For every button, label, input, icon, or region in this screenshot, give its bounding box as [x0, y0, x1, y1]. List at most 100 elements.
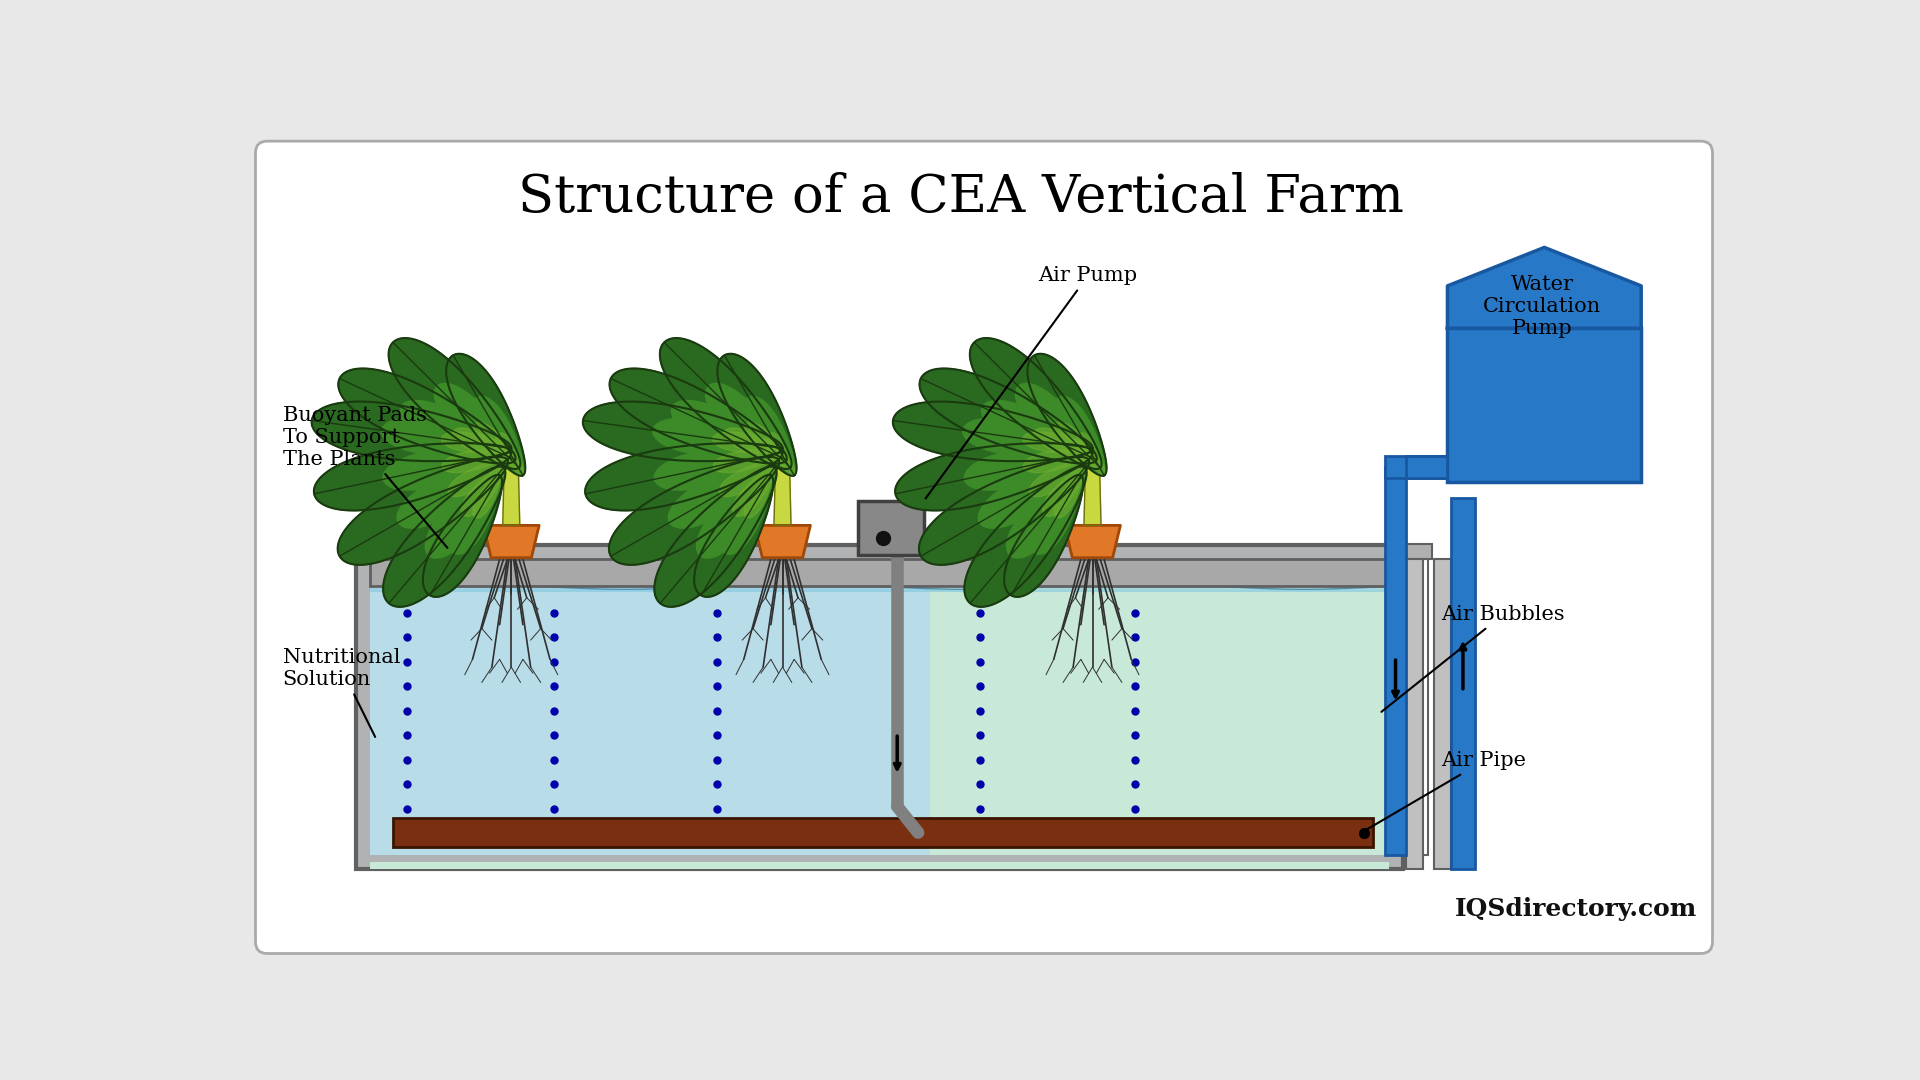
Polygon shape [445, 354, 526, 476]
Bar [1434, 559, 1452, 868]
Bar [1384, 456, 1475, 477]
Polygon shape [311, 402, 511, 461]
Polygon shape [964, 446, 1092, 490]
Bar [858, 501, 924, 555]
Polygon shape [382, 418, 511, 457]
Polygon shape [893, 402, 1092, 461]
Bar [357, 545, 1402, 868]
Polygon shape [964, 467, 1087, 607]
Polygon shape [672, 401, 787, 462]
Polygon shape [695, 475, 774, 597]
Text: Structure of a CEA Vertical Farm: Structure of a CEA Vertical Farm [518, 172, 1404, 222]
Polygon shape [1054, 475, 1081, 518]
Text: IQSdirectory.com: IQSdirectory.com [1455, 897, 1697, 921]
Polygon shape [1027, 354, 1106, 476]
Polygon shape [338, 457, 509, 565]
Polygon shape [745, 396, 795, 475]
Polygon shape [705, 383, 791, 469]
Polygon shape [745, 422, 791, 468]
Polygon shape [382, 446, 511, 490]
Polygon shape [970, 338, 1102, 469]
Polygon shape [653, 418, 783, 457]
Polygon shape [724, 428, 787, 461]
Bar [1405, 456, 1448, 477]
Bar [1448, 328, 1642, 483]
Text: Buoyant Pads
To Support
The Plants: Buoyant Pads To Support The Plants [282, 406, 447, 548]
Polygon shape [447, 459, 507, 497]
Polygon shape [981, 401, 1096, 462]
Polygon shape [1004, 475, 1083, 597]
Bar [371, 586, 931, 855]
Polygon shape [962, 418, 1092, 457]
Text: Nutritional
Solution: Nutritional Solution [282, 648, 399, 737]
Polygon shape [388, 338, 520, 469]
Polygon shape [1054, 422, 1100, 468]
Polygon shape [449, 475, 501, 554]
Polygon shape [714, 449, 783, 473]
Bar [931, 586, 1388, 855]
Polygon shape [1448, 247, 1642, 328]
Polygon shape [1006, 467, 1087, 558]
Polygon shape [920, 368, 1096, 463]
Polygon shape [1031, 475, 1083, 554]
Polygon shape [722, 475, 772, 554]
Text: Water
Circulation
Pump: Water Circulation Pump [1482, 275, 1601, 338]
Polygon shape [1043, 468, 1085, 516]
Polygon shape [774, 456, 791, 525]
Polygon shape [655, 446, 783, 490]
Polygon shape [586, 443, 783, 511]
Polygon shape [609, 457, 780, 565]
Polygon shape [768, 433, 795, 475]
Polygon shape [712, 432, 783, 453]
Text: Air Bubbles: Air Bubbles [1380, 605, 1565, 712]
Polygon shape [1077, 433, 1106, 475]
Bar [1384, 467, 1405, 855]
Polygon shape [655, 467, 776, 607]
Polygon shape [442, 432, 511, 453]
Polygon shape [660, 338, 791, 469]
Bar [394, 818, 1373, 847]
Polygon shape [755, 525, 810, 557]
Polygon shape [1023, 449, 1092, 473]
Polygon shape [1023, 432, 1092, 453]
Polygon shape [313, 443, 511, 511]
Bar [371, 862, 1388, 868]
Bar [1405, 559, 1428, 855]
Polygon shape [472, 475, 501, 518]
Polygon shape [399, 401, 515, 462]
Polygon shape [1016, 383, 1102, 469]
Polygon shape [920, 457, 1089, 565]
Polygon shape [720, 459, 780, 497]
Polygon shape [697, 467, 776, 558]
Polygon shape [495, 433, 524, 475]
Text: Air Pump: Air Pump [925, 267, 1137, 499]
Polygon shape [484, 525, 540, 557]
Polygon shape [461, 468, 505, 516]
Bar [1452, 498, 1475, 868]
Polygon shape [1085, 456, 1100, 525]
Bar [371, 559, 1388, 586]
Bar [1405, 559, 1423, 868]
Polygon shape [474, 422, 520, 468]
Polygon shape [338, 368, 515, 463]
Polygon shape [745, 475, 772, 518]
Polygon shape [442, 449, 511, 473]
Polygon shape [609, 368, 787, 463]
Polygon shape [424, 467, 505, 558]
Polygon shape [895, 443, 1092, 511]
Polygon shape [453, 428, 515, 461]
Polygon shape [1054, 396, 1106, 475]
Text: Air Pipe: Air Pipe [1363, 752, 1526, 832]
Polygon shape [472, 396, 524, 475]
Polygon shape [668, 458, 780, 528]
FancyBboxPatch shape [255, 141, 1713, 954]
Polygon shape [1029, 459, 1089, 497]
Bar [1402, 544, 1432, 559]
Polygon shape [718, 354, 797, 476]
Polygon shape [434, 383, 520, 469]
Polygon shape [1064, 525, 1121, 557]
Polygon shape [584, 402, 783, 461]
Polygon shape [1035, 428, 1096, 461]
Polygon shape [503, 456, 520, 525]
Polygon shape [397, 458, 507, 528]
